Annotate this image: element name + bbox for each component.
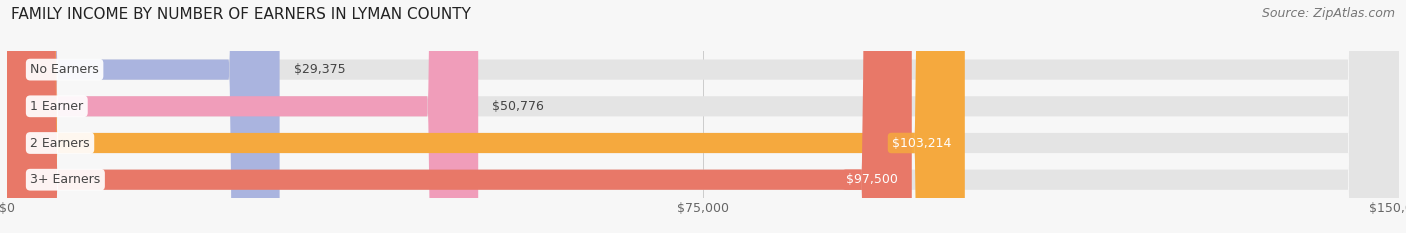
Text: $29,375: $29,375 — [294, 63, 344, 76]
Text: 3+ Earners: 3+ Earners — [31, 173, 100, 186]
Text: No Earners: No Earners — [31, 63, 98, 76]
FancyBboxPatch shape — [7, 0, 1399, 233]
FancyBboxPatch shape — [7, 0, 1399, 233]
FancyBboxPatch shape — [7, 0, 965, 233]
FancyBboxPatch shape — [7, 0, 478, 233]
Text: $50,776: $50,776 — [492, 100, 544, 113]
Text: Source: ZipAtlas.com: Source: ZipAtlas.com — [1261, 7, 1395, 20]
FancyBboxPatch shape — [7, 0, 1399, 233]
Text: $103,214: $103,214 — [891, 137, 950, 150]
FancyBboxPatch shape — [7, 0, 912, 233]
FancyBboxPatch shape — [7, 0, 280, 233]
Text: 2 Earners: 2 Earners — [31, 137, 90, 150]
Text: 1 Earner: 1 Earner — [31, 100, 83, 113]
Text: FAMILY INCOME BY NUMBER OF EARNERS IN LYMAN COUNTY: FAMILY INCOME BY NUMBER OF EARNERS IN LY… — [11, 7, 471, 22]
Text: $97,500: $97,500 — [846, 173, 898, 186]
FancyBboxPatch shape — [7, 0, 1399, 233]
